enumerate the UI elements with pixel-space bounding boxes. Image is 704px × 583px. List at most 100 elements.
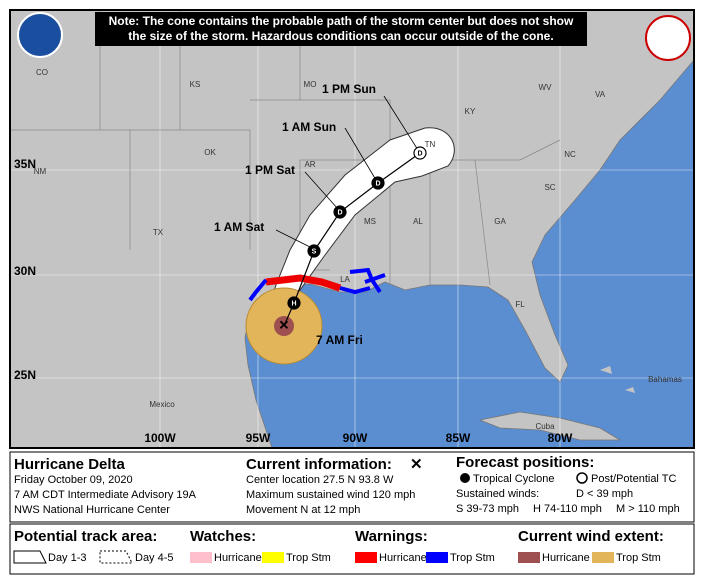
place-label: SC [544,183,555,192]
swatch [518,552,540,563]
legend-item: Day 4-5 [135,552,174,564]
place-label: TN [425,140,436,149]
lon-label: 80W [548,431,573,445]
place-label: NC [564,150,576,159]
note-box [95,12,587,46]
place-label: WV [539,83,553,92]
tropical-icon [460,473,470,483]
place-label: LA [340,275,350,284]
place-label: FL [515,300,525,309]
legend-title: Current wind extent: [518,528,664,545]
nws-logo [645,15,691,61]
forecast-label: 1 PM Sat [245,163,295,177]
hurricane-warning [265,274,342,292]
place-label: KY [465,107,476,116]
noaa-logo [17,12,63,58]
storm-info: 7 AM CDT Intermediate Advisory 19A [14,489,197,501]
place-label: GA [494,217,506,226]
note-line: Note: The cone contains the probable pat… [109,14,574,28]
cuba [478,411,622,441]
swatch [190,552,212,563]
swatch [355,552,377,563]
swatch [262,552,284,563]
forecast-label: 1 AM Sun [282,120,336,134]
place-label: MO [304,80,317,89]
current-info: Maximum sustained wind 120 mph [246,489,415,501]
legend-item: Hurricane [214,552,262,564]
map-frame [9,9,695,449]
storm-info: NWS National Hurricane Center [14,504,170,516]
place-label: MS [364,217,376,226]
place-label: NM [34,167,47,176]
place-label: OK [204,148,216,157]
legend-item: Day 1-3 [48,552,87,564]
info-box [9,451,695,523]
legend-title: Potential track area: [14,528,157,545]
post-icon [576,472,588,484]
place-label: Bahamas [648,375,682,384]
state-borders [10,10,561,286]
place-label: Cuba [535,422,555,431]
bahamas [600,366,635,393]
point-symbol: D [375,180,380,187]
lat-label: 25N [14,368,36,382]
wind-class: S 39-73 mph [456,503,519,515]
lon-label: 90W [343,431,368,445]
place-label: KS [190,80,201,89]
forecast-key: Tropical Cyclone [473,473,555,485]
current-symbol: ✕ [410,456,423,473]
trop-storm-warning [248,267,386,302]
winds-title: Sustained winds: [456,488,539,500]
swatch [426,552,448,563]
current-info: Movement N at 12 mph [246,504,360,516]
place-label: Mexico [149,400,175,409]
current-title: Current information: [246,456,392,473]
forecast-label: 7 AM Fri [316,333,363,347]
forecast-point [413,146,427,160]
legend-title: Warnings: [355,528,428,545]
point-symbol: D [337,209,342,216]
map-labels: CO KS MO KY WV VA OK TN NC NM AR SC TX MS AL GA LA FL Mexi… [14,68,682,445]
current-position: ✕ [279,317,290,332]
storm-info: Friday October 09, 2020 [14,474,133,486]
place-label: AR [304,160,315,169]
legend-item: Trop Stm [450,552,495,564]
point-symbol: S [312,248,317,255]
lon-label: 95W [246,431,271,445]
place-label: AL [413,217,423,226]
place-label: TX [153,228,164,237]
cone-swatch [13,550,47,564]
point-symbol: H [291,300,296,307]
forecast-title: Forecast positions: [456,454,594,471]
wind-class: D < 39 mph [576,488,633,500]
lat-label: 35N [14,157,36,171]
forecast-point [307,244,321,258]
label-leaders [275,95,419,249]
forecast-point [371,176,385,190]
legend-title: Watches: [190,528,256,545]
cone-swatch [99,550,133,564]
lon-label: 100W [144,431,176,445]
legend-item: Trop Stm [616,552,661,564]
note-line: the size of the storm. Hazardous conditi… [128,29,553,43]
point-symbol: D [417,150,422,157]
cone-day-1-3 [261,127,455,331]
place-label: CO [36,68,48,77]
forecast-key: Post/Potential TC [591,473,676,485]
forecast-point [287,296,301,310]
storm-name: Hurricane Delta [14,456,126,473]
forecast-label: 1 AM Sat [214,220,264,234]
wind-class: H 74-110 mph [533,503,602,515]
forecast-label: 1 PM Sun [322,82,376,96]
wind-class: M > 110 mph [616,503,680,515]
lat-label: 30N [14,264,36,278]
current-info: Center location 27.5 N 93.8 W [246,474,394,486]
legend-item: Hurricane [379,552,427,564]
swatch [592,552,614,563]
legend-item: Trop Stm [286,552,331,564]
forecast-point [333,205,347,219]
legend-item: Hurricane [542,552,590,564]
lon-label: 85W [446,431,471,445]
